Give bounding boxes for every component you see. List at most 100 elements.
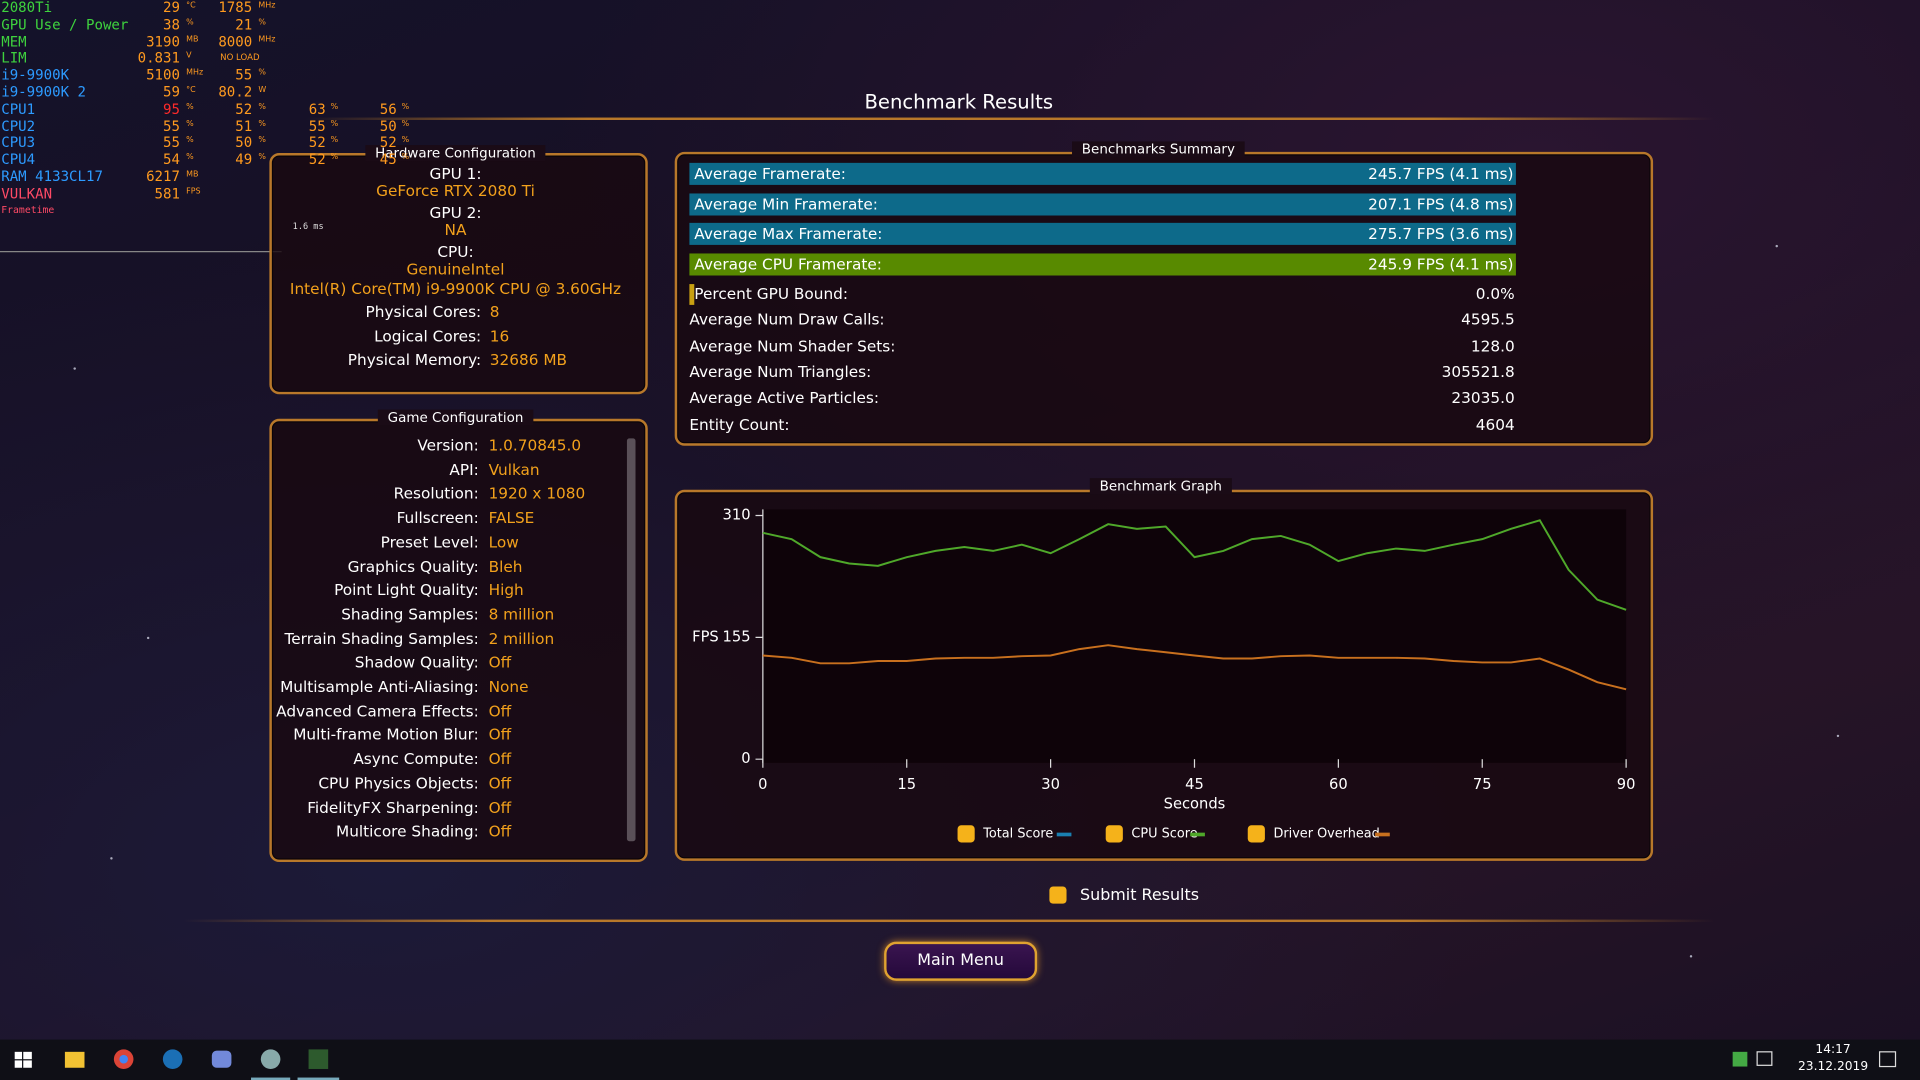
submit-checkbox[interactable] [1049, 886, 1067, 904]
page-title: Benchmark Results [864, 90, 1054, 114]
osd-value: 55 [163, 133, 181, 152]
osd-unit: MHz [186, 67, 204, 78]
game-icon[interactable] [308, 1049, 329, 1069]
osd-unit: MHz [258, 0, 276, 10]
legend-label: CPU Score [1131, 826, 1197, 841]
osd-label: MEM [1, 32, 27, 50]
osd-value: 5100 [146, 66, 181, 84]
osd-label: VULKAN [1, 184, 53, 202]
x-tick-label: 90 [1617, 776, 1636, 793]
divider [306, 117, 1715, 121]
y-axis-label: FPS [692, 628, 719, 645]
legend-checkbox[interactable] [1105, 825, 1123, 843]
summary-value: 4595.5 [1461, 310, 1515, 329]
osd-value: 45 [379, 150, 397, 168]
osd-label: CPU3 [1, 133, 36, 152]
osd-unit: % [330, 118, 339, 129]
osd-value: 1785 [218, 0, 253, 16]
legend-label: Total Score [982, 826, 1053, 841]
legend-swatch [1375, 832, 1390, 837]
osd-value: 95 [163, 100, 181, 118]
osd-label: i9-9900K [1, 66, 70, 84]
summary-value: 0.0% [1475, 284, 1515, 303]
config-value: Off [488, 797, 512, 817]
star [1689, 955, 1693, 958]
hw-label: Logical Cores: [374, 326, 482, 345]
osd-unit: % [186, 101, 194, 112]
legend-swatch [1190, 832, 1205, 837]
config-value: Off [488, 701, 512, 720]
explorer-icon[interactable] [64, 1051, 85, 1068]
summary-value: 275.7 FPS (3.6 ms) [1368, 224, 1514, 243]
app-icon[interactable] [162, 1049, 183, 1069]
config-value: Off [488, 749, 512, 768]
osd-unit: % [186, 118, 194, 129]
osd-unit: % [401, 101, 410, 112]
legend-label: Driver Overhead [1273, 826, 1379, 841]
config-label: Multi-frame Motion Blur: [293, 725, 479, 744]
summary-value: 128.0 [1470, 336, 1515, 355]
summary-value: 305521.8 [1441, 362, 1515, 381]
osd-value: 6217 [146, 167, 181, 185]
summary-value: 245.7 FPS (4.1 ms) [1368, 164, 1514, 183]
star [1775, 244, 1778, 248]
start-button[interactable] [14, 1051, 32, 1068]
app-icon[interactable] [260, 1049, 281, 1069]
hw-value: GenuineIntel [406, 259, 505, 278]
summary-label: Average Framerate: [694, 164, 846, 183]
osd-unit: % [401, 135, 410, 145]
benchmark-graph: 0 155 310 FPS 0 15 30 45 60 75 90 Seconds Total Scor… [692, 507, 1636, 843]
submit-label[interactable]: Submit Results [1080, 886, 1200, 905]
x-tick-label: 15 [897, 776, 916, 793]
hw-value: Intel(R) Core(TM) i9-9900K CPU @ 3.60GHz [289, 279, 622, 298]
series-line [762, 644, 1627, 691]
tray-icon[interactable] [1732, 1051, 1748, 1067]
config-value: 8 million [488, 604, 555, 624]
osd-value: 3190 [146, 32, 181, 50]
star [110, 857, 113, 860]
osd-value: 55 [308, 117, 326, 135]
osd-value: 52 [308, 133, 326, 152]
summary-label: Average Num Triangles: [689, 362, 872, 381]
osd-unit: % [330, 152, 339, 162]
discord-icon[interactable] [211, 1050, 232, 1068]
y-tick-label: 0 [741, 750, 750, 767]
main-menu-button[interactable]: Main Menu [884, 941, 1038, 981]
config-value: 1.0.70845.0 [488, 435, 582, 455]
divider [183, 919, 1715, 923]
summary-label: Average Min Framerate: [694, 194, 878, 213]
legend-checkbox[interactable] [957, 825, 975, 843]
osd-label: CPU2 [1, 117, 36, 135]
osd-unit: °C [186, 84, 196, 95]
config-label: Graphics Quality: [347, 556, 479, 575]
osd-frametime-label: Frametime [1, 204, 55, 216]
osd-value: 80.2 [218, 83, 253, 101]
config-label: Shading Samples: [341, 604, 479, 624]
config-value: Off [488, 653, 512, 672]
osd-unit: °C [186, 0, 196, 10]
summary-bar [689, 252, 1516, 275]
osd-value: 50 [235, 133, 253, 152]
config-label: Preset Level: [380, 532, 479, 551]
series-line [762, 519, 1627, 611]
network-icon[interactable] [1756, 1051, 1773, 1066]
osd-unit: MB [186, 168, 199, 179]
config-value: Off [488, 725, 512, 744]
panel-title: Game Configuration [377, 409, 534, 426]
config-value: Vulkan [488, 460, 540, 479]
scrollbar[interactable] [626, 438, 636, 842]
config-value: 2 million [488, 628, 555, 648]
frametime-graph [0, 251, 282, 253]
config-value: None [488, 677, 529, 696]
legend-checkbox[interactable] [1247, 825, 1265, 843]
summary-value: 23035.0 [1451, 388, 1515, 407]
config-label: Async Compute: [353, 749, 479, 768]
config-label: API: [449, 460, 479, 479]
taskbar: 14:17 23.12.2019 [0, 1039, 1920, 1080]
osd-value: 55 [163, 117, 181, 135]
hw-value: NA [444, 220, 467, 239]
osd-unit: W [258, 84, 267, 95]
config-value: 1920 x 1080 [488, 484, 586, 503]
notifications-icon[interactable] [1878, 1051, 1897, 1068]
summary-bar [689, 222, 1516, 245]
